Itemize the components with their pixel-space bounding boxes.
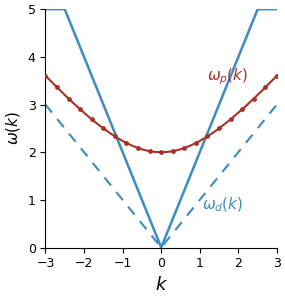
- Y-axis label: $\omega(k)$: $\omega(k)$: [4, 111, 22, 145]
- Text: $\omega_p(k)$: $\omega_p(k)$: [207, 67, 249, 87]
- X-axis label: $k$: $k$: [155, 276, 168, 294]
- Text: $\omega_d(k)$: $\omega_d(k)$: [202, 196, 243, 214]
